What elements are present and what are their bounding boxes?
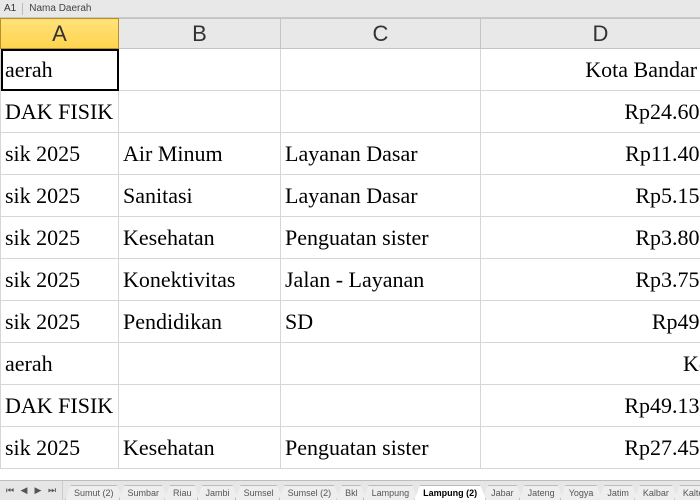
cell[interactable]: DAK FISIK xyxy=(1,91,119,133)
table-row: aerah Kota Bandar L xyxy=(1,49,700,91)
cell[interactable]: DAK FISIK xyxy=(1,385,119,427)
cell[interactable]: Rp3.800. xyxy=(481,217,700,259)
cell[interactable]: SD xyxy=(281,301,481,343)
sheet-tabs: Sumut (2)SumbarRiauJambiSumselSumsel (2)… xyxy=(63,481,700,500)
sheet-tab-strip: ⏮ ◀ ▶ ⏭ Sumut (2)SumbarRiauJambiSumselSu… xyxy=(0,480,700,500)
cell[interactable]: Rp3.750. xyxy=(481,259,700,301)
sheet-tab[interactable]: Lampung (2) xyxy=(414,485,486,500)
table-row: sik 2025KonektivitasJalan - LayananRp3.7… xyxy=(1,259,700,301)
column-header-c[interactable]: C xyxy=(281,19,481,49)
cell[interactable]: Layanan Dasar xyxy=(281,175,481,217)
sheet-tab[interactable]: Sumsel (2) xyxy=(279,485,341,500)
cell[interactable]: sik 2025 xyxy=(1,217,119,259)
formula-bar: A1 Nama Daerah xyxy=(0,0,700,18)
sheet-tab[interactable]: Sumsel xyxy=(235,485,283,500)
sheet-tab[interactable]: Jateng xyxy=(519,485,564,500)
tab-nav-prev-icon[interactable]: ◀ xyxy=(18,485,30,496)
cell[interactable]: Rp11.403. xyxy=(481,133,700,175)
cell[interactable] xyxy=(119,91,281,133)
tab-nav-buttons: ⏮ ◀ ▶ ⏭ xyxy=(0,481,63,500)
sheet-tab[interactable]: Jabar xyxy=(482,485,523,500)
sheet-tab[interactable]: Sumbar xyxy=(119,485,169,500)
sheet-tab[interactable]: Kalbar xyxy=(634,485,678,500)
sheet-tab[interactable]: Sumut (2) xyxy=(65,485,123,500)
sheet-tab[interactable]: Jambi xyxy=(197,485,239,500)
cell[interactable]: Kota Bandar L xyxy=(481,49,700,91)
table-row: sik 2025KesehatanPenguatan sisterRp27.45… xyxy=(1,427,700,469)
column-header-row: ABCD xyxy=(1,19,700,49)
cell[interactable]: Jalan - Layanan xyxy=(281,259,481,301)
table-row: aerah Kot xyxy=(1,343,700,385)
sheet-tab[interactable]: Bkl xyxy=(336,485,367,500)
cell[interactable] xyxy=(119,343,281,385)
cell[interactable] xyxy=(281,49,481,91)
cell[interactable] xyxy=(281,385,481,427)
column-header-b[interactable]: B xyxy=(119,19,281,49)
cell[interactable]: aerah xyxy=(1,49,119,91)
column-header-d[interactable]: D xyxy=(481,19,700,49)
cell[interactable]: Konektivitas xyxy=(119,259,281,301)
cell[interactable]: Kesehatan xyxy=(119,217,281,259)
tab-nav-first-icon[interactable]: ⏮ xyxy=(4,485,16,496)
cell[interactable]: Penguatan sister xyxy=(281,217,481,259)
cell[interactable]: Kesehatan xyxy=(119,427,281,469)
cell[interactable]: Rp24.606. xyxy=(481,91,700,133)
table-row: sik 2025PendidikanSDRp493. xyxy=(1,301,700,343)
sheet-tab[interactable]: Yogya xyxy=(560,485,603,500)
cell[interactable]: Air Minum xyxy=(119,133,281,175)
cell[interactable]: sik 2025 xyxy=(1,301,119,343)
cell[interactable] xyxy=(119,49,281,91)
cell[interactable]: sik 2025 xyxy=(1,133,119,175)
formula-bar-content[interactable]: Nama Daerah xyxy=(29,3,91,14)
table-row: sik 2025SanitasiLayanan DasarRp5.158. xyxy=(1,175,700,217)
cell[interactable]: aerah xyxy=(1,343,119,385)
sheet-tab[interactable]: Kalteng xyxy=(674,485,700,500)
cell[interactable]: sik 2025 xyxy=(1,175,119,217)
sheet-tab[interactable]: Riau xyxy=(164,485,201,500)
cell[interactable] xyxy=(119,385,281,427)
column-header-a[interactable]: A xyxy=(1,19,119,49)
cell[interactable] xyxy=(281,343,481,385)
cell[interactable]: Pendidikan xyxy=(119,301,281,343)
cell[interactable]: Rp493. xyxy=(481,301,700,343)
cell[interactable]: Rp5.158. xyxy=(481,175,700,217)
tab-nav-next-icon[interactable]: ▶ xyxy=(32,485,44,496)
table-row: DAK FISIK Rp49.138. xyxy=(1,385,700,427)
sheet-tab[interactable]: Lampung xyxy=(363,485,419,500)
table-row: sik 2025Air MinumLayanan DasarRp11.403. xyxy=(1,133,700,175)
sheet-tab[interactable]: Jatim xyxy=(598,485,638,500)
cell[interactable]: Rp27.459. xyxy=(481,427,700,469)
cell[interactable]: Rp49.138. xyxy=(481,385,700,427)
cell[interactable]: sik 2025 xyxy=(1,427,119,469)
tab-nav-last-icon[interactable]: ⏭ xyxy=(46,485,58,496)
spreadsheet-grid[interactable]: ABCD aerah Kota Bandar L DAK FISIK Rp24.60… xyxy=(0,18,700,480)
cell[interactable]: Sanitasi xyxy=(119,175,281,217)
cell[interactable]: Penguatan sister xyxy=(281,427,481,469)
toolbar-divider xyxy=(22,3,23,15)
cell[interactable] xyxy=(281,91,481,133)
cell[interactable]: Layanan Dasar xyxy=(281,133,481,175)
table-row: DAK FISIK Rp24.606. xyxy=(1,91,700,133)
name-box[interactable]: A1 xyxy=(4,3,16,14)
table-row: sik 2025KesehatanPenguatan sisterRp3.800… xyxy=(1,217,700,259)
cell[interactable]: sik 2025 xyxy=(1,259,119,301)
cell[interactable]: Kot xyxy=(481,343,700,385)
sheet-table: ABCD aerah Kota Bandar L DAK FISIK Rp24.60… xyxy=(0,18,700,469)
